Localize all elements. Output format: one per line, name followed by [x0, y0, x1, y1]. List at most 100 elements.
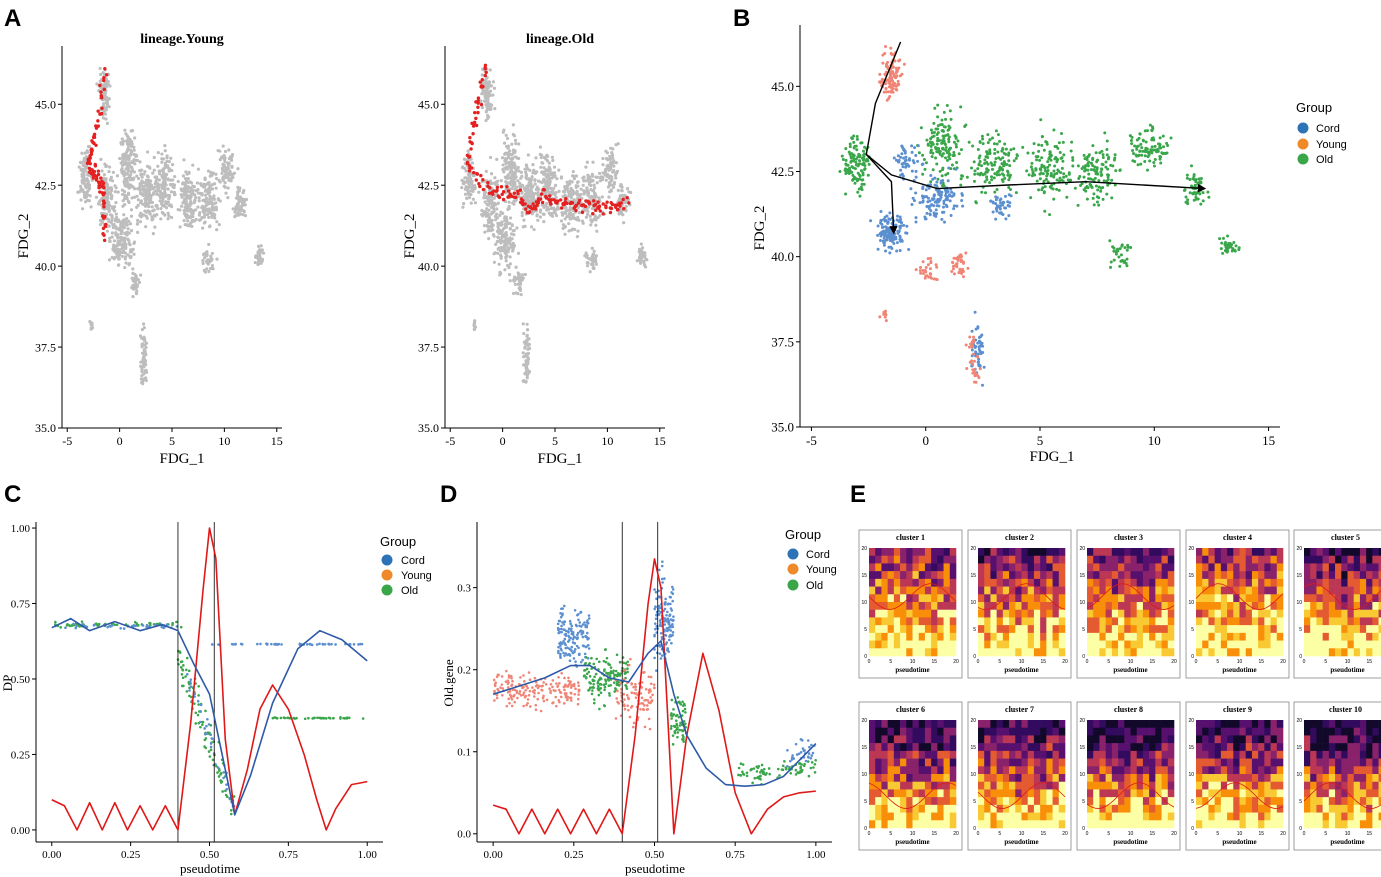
cell-point	[501, 211, 505, 215]
cell-point	[130, 184, 134, 189]
cell-point	[568, 211, 573, 215]
cell-point	[997, 173, 1001, 177]
x-tick-label: 15	[1262, 433, 1275, 448]
cell-point	[106, 82, 110, 86]
cell-point	[499, 179, 503, 183]
cell-point	[883, 218, 887, 222]
cell-point	[217, 775, 221, 778]
cell-point	[639, 250, 643, 254]
cell-point	[157, 178, 162, 182]
cell-point	[509, 169, 513, 173]
cell-point	[129, 208, 134, 212]
cell-point	[936, 103, 940, 107]
cell-point	[229, 809, 233, 812]
cell-point	[1034, 155, 1038, 159]
cell-point	[527, 199, 531, 203]
cell-point	[940, 154, 944, 158]
cell-point	[898, 234, 902, 238]
cell-point	[148, 212, 152, 216]
cell-point	[498, 231, 502, 236]
cell-point	[104, 79, 109, 83]
cell-point	[549, 206, 554, 211]
lineage-point	[597, 204, 602, 209]
cell-point	[203, 256, 207, 260]
cell-point	[919, 271, 923, 275]
cell-point	[87, 145, 92, 149]
cell-point	[156, 164, 160, 168]
cell-point	[160, 199, 164, 203]
cell-point	[1101, 163, 1105, 167]
cell-point	[487, 194, 491, 199]
cell-point	[1076, 203, 1080, 207]
lineage-point	[469, 166, 474, 170]
cell-point	[940, 190, 944, 194]
cell-point	[919, 126, 923, 130]
cell-point	[136, 177, 141, 181]
cell-point	[120, 137, 124, 141]
cell-point	[526, 355, 530, 359]
cell-point	[579, 187, 583, 191]
cell-point	[892, 74, 896, 78]
cell-point	[236, 191, 240, 195]
cell-point	[134, 277, 138, 281]
lineage-point	[605, 200, 609, 204]
cell-point	[995, 209, 999, 213]
cell-point	[130, 276, 135, 280]
cell-point	[566, 183, 570, 187]
cell-point	[180, 195, 184, 199]
cell-point	[1001, 212, 1005, 216]
lineage-point	[528, 205, 533, 209]
cell-point	[202, 252, 207, 256]
cell-point	[144, 345, 148, 350]
cell-point	[205, 724, 208, 728]
scatter-points	[460, 63, 649, 384]
cell-point	[524, 371, 528, 375]
cell-point	[978, 367, 982, 371]
cell-point	[228, 171, 233, 175]
cell-point	[490, 204, 494, 208]
cell-point	[466, 185, 470, 190]
cell-point	[524, 359, 528, 363]
cell-point	[994, 202, 998, 206]
lineage-point	[619, 201, 623, 205]
cell-point	[1078, 175, 1082, 179]
y-tick-label: 42.5	[418, 178, 439, 192]
cell-point	[935, 180, 939, 184]
cell-point	[518, 184, 522, 188]
cell-point	[538, 210, 542, 214]
cell-point	[179, 187, 183, 191]
cell-point	[119, 232, 123, 236]
lineage-point	[474, 178, 478, 182]
cell-point	[1101, 153, 1105, 157]
cell-point	[980, 383, 984, 387]
lineage-point	[622, 206, 626, 211]
cell-point	[189, 181, 194, 185]
cell-point	[540, 180, 544, 185]
cell-point	[1092, 203, 1096, 207]
cell-point	[1139, 162, 1143, 166]
cell-point	[207, 188, 211, 192]
cell-point	[513, 138, 518, 142]
cell-point	[974, 327, 978, 331]
cell-point	[876, 247, 880, 251]
cell-point	[889, 46, 893, 50]
cell-point	[129, 256, 133, 260]
cell-point	[914, 175, 918, 179]
cell-point	[988, 181, 992, 185]
cell-point	[82, 195, 87, 199]
x-axis-label: FDG_1	[159, 451, 204, 467]
lineage-point	[101, 226, 106, 231]
cell-point	[844, 162, 848, 166]
cell-point	[113, 190, 117, 194]
cell-point	[489, 172, 494, 176]
cell-point	[216, 766, 220, 769]
cell-point	[534, 156, 538, 160]
cell-point	[204, 737, 208, 740]
cell-point	[192, 219, 196, 223]
cell-point	[1113, 153, 1117, 157]
cell-point	[471, 173, 476, 178]
cell-point	[931, 168, 935, 172]
x-tick-label: 5	[552, 434, 558, 448]
cell-point	[1099, 174, 1103, 178]
cell-point	[904, 158, 908, 162]
